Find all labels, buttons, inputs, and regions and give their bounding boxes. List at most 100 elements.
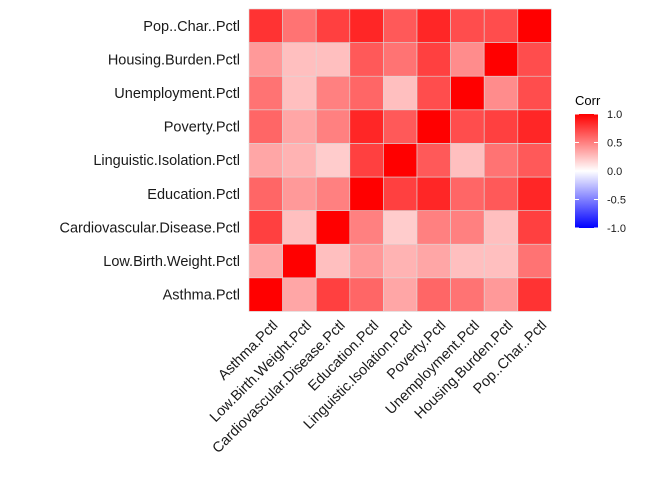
heatmap-cell-low-birth-weight-pctl-unemployment-pctl [282,75,317,111]
heatmap-cell-pop-char-pctl-education-pctl [517,176,552,211]
y-tick-label: Asthma.Pctl [163,288,240,304]
heatmap-cell-poverty-pctl-asthma-pctl [416,277,451,312]
heatmap-cell-poverty-pctl-low-birth-weight-pctl [416,243,451,279]
heatmap-cell-asthma-pctl-low-birth-weight-pctl [248,243,283,279]
heatmap-cell-asthma-pctl-education-pctl [248,176,283,211]
heatmap-cell-low-birth-weight-pctl-asthma-pctl [282,277,317,312]
y-axis-labels: Asthma.Pctl Low.Birth.Weight.Pctl Cardiova… [59,19,240,304]
heatmap-cell-cardiovascular-disease-pctl-asthma-pctl [315,277,351,312]
heatmap-cell-housing-burden-pctl-low-birth-weight-pctl [483,243,519,279]
heatmap-cell-asthma-pctl-linguistic-isolation-pctl [248,143,283,178]
heatmap-cell-low-birth-weight-pctl-education-pctl [282,176,317,211]
legend-tick-label: 0.0 [607,166,622,178]
heatmap-cell-asthma-pctl-pop-char-pctl [248,8,283,43]
heatmap-cell-housing-burden-pctl-poverty-pctl [483,109,519,144]
heatmap-cell-low-birth-weight-pctl-linguistic-isolation-pctl [282,143,317,178]
heatmap-cell-cardiovascular-disease-pctl-unemployment-pctl [315,75,351,111]
heatmap-cell-poverty-pctl-education-pctl [416,176,451,211]
heatmap-cell-unemployment-pctl-asthma-pctl [450,277,485,312]
heatmap-cell-pop-char-pctl-housing-burden-pctl [517,42,552,77]
heatmap-cell-linguistic-isolation-pctl-poverty-pctl [383,109,418,144]
heatmap-cell-education-pctl-pop-char-pctl [349,8,384,43]
heatmap-cell-education-pctl-cardiovascular-disease-pctl [349,210,384,245]
heatmap-cell-unemployment-pctl-housing-burden-pctl [450,42,485,77]
heatmap-cell-poverty-pctl-linguistic-isolation-pctl [416,143,451,178]
heatmap-cell-education-pctl-unemployment-pctl [349,75,384,111]
x-tick-label: Cardiovascular.Disease.Pctl [210,318,349,457]
heatmap-cell-asthma-pctl-asthma-pctl [248,277,283,312]
heatmap-cell-pop-char-pctl-pop-char-pctl [517,8,552,43]
heatmap-cell-unemployment-pctl-cardiovascular-disease-pctl [450,210,485,245]
heatmap-cell-housing-burden-pctl-asthma-pctl [483,277,519,312]
y-tick-label: Low.Birth.Weight.Pctl [103,254,240,270]
legend-tick-label: 1.0 [607,109,622,121]
heatmap-cells [248,8,552,312]
heatmap-cell-linguistic-isolation-pctl-cardiovascular-disease-pctl [383,210,418,245]
heatmap-cell-housing-burden-pctl-cardiovascular-disease-pctl [483,210,519,245]
heatmap-cell-unemployment-pctl-pop-char-pctl [450,8,485,43]
heatmap-cell-linguistic-isolation-pctl-linguistic-isolation-pctl [383,143,418,178]
y-tick-label: Cardiovascular.Disease.Pctl [59,220,240,236]
y-tick-label: Housing.Burden.Pctl [108,52,240,68]
heatmap-cell-low-birth-weight-pctl-low-birth-weight-pctl [282,243,317,279]
heatmap-cell-education-pctl-housing-burden-pctl [349,42,384,77]
heatmap-cell-poverty-pctl-housing-burden-pctl [416,42,451,77]
heatmap-cell-cardiovascular-disease-pctl-pop-char-pctl [315,8,351,43]
legend-ticks: 1.0 0.5 0.0 -0.5 -1.0 [575,109,626,235]
heatmap-cell-pop-char-pctl-asthma-pctl [517,277,552,312]
heatmap-cell-unemployment-pctl-linguistic-isolation-pctl [450,143,485,178]
heatmap-cell-linguistic-isolation-pctl-low-birth-weight-pctl [383,243,418,279]
heatmap-cell-poverty-pctl-unemployment-pctl [416,75,451,111]
y-tick-label: Poverty.Pctl [164,120,240,136]
heatmap-cell-cardiovascular-disease-pctl-poverty-pctl [315,109,351,144]
y-tick-label: Unemployment.Pctl [114,86,240,102]
legend-color-bar [575,114,598,228]
heatmap-cell-education-pctl-low-birth-weight-pctl [349,243,384,279]
heatmap-cell-poverty-pctl-pop-char-pctl [416,8,451,43]
heatmap-cell-low-birth-weight-pctl-poverty-pctl [282,109,317,144]
y-tick-label: Pop..Char..Pctl [143,19,240,35]
heatmap-cell-education-pctl-linguistic-isolation-pctl [349,143,384,178]
heatmap-cell-poverty-pctl-cardiovascular-disease-pctl [416,210,451,245]
heatmap-cell-housing-burden-pctl-pop-char-pctl [483,8,519,43]
heatmap-cell-asthma-pctl-poverty-pctl [248,109,283,144]
y-tick-label: Education.Pctl [147,187,240,203]
heatmap-cell-cardiovascular-disease-pctl-cardiovascular-disease-pctl [315,210,351,245]
heatmap-cell-poverty-pctl-poverty-pctl [416,109,451,144]
heatmap-cell-housing-burden-pctl-unemployment-pctl [483,75,519,111]
legend-tick-label: -1.0 [607,223,626,235]
heatmap-cell-linguistic-isolation-pctl-pop-char-pctl [383,8,418,43]
legend-tick-label: -0.5 [607,195,626,207]
heatmap-cell-low-birth-weight-pctl-housing-burden-pctl [282,42,317,77]
heatmap-cell-education-pctl-poverty-pctl [349,109,384,144]
heatmap-cell-cardiovascular-disease-pctl-education-pctl [315,176,351,211]
heatmap-cell-pop-char-pctl-low-birth-weight-pctl [517,243,552,279]
heatmap-cell-cardiovascular-disease-pctl-low-birth-weight-pctl [315,243,351,279]
heatmap-cell-linguistic-isolation-pctl-housing-burden-pctl [383,42,418,77]
heatmap-cell-asthma-pctl-unemployment-pctl [248,75,283,111]
heatmap-cell-asthma-pctl-housing-burden-pctl [248,42,283,77]
heatmap-cell-linguistic-isolation-pctl-asthma-pctl [383,277,418,312]
heatmap-cell-housing-burden-pctl-housing-burden-pctl [483,42,519,77]
heatmap-cell-pop-char-pctl-poverty-pctl [517,109,552,144]
heatmap-cell-education-pctl-asthma-pctl [349,277,384,312]
heatmap-cell-linguistic-isolation-pctl-unemployment-pctl [383,75,418,111]
heatmap-cell-linguistic-isolation-pctl-education-pctl [383,176,418,211]
heatmap-cell-pop-char-pctl-cardiovascular-disease-pctl [517,210,552,245]
heatmap-cell-education-pctl-education-pctl [349,176,384,211]
heatmap-cell-housing-burden-pctl-linguistic-isolation-pctl [483,143,519,178]
heatmap-cell-cardiovascular-disease-pctl-housing-burden-pctl [315,42,351,77]
heatmap-cell-pop-char-pctl-unemployment-pctl [517,75,552,111]
legend-tick-label: 0.5 [607,138,622,150]
y-tick-label: Linguistic.Isolation.Pctl [93,153,240,169]
heatmap-cell-low-birth-weight-pctl-cardiovascular-disease-pctl [282,210,317,245]
heatmap-cell-unemployment-pctl-unemployment-pctl [450,75,485,111]
heatmap-cell-unemployment-pctl-education-pctl [450,176,485,211]
heatmap-cell-housing-burden-pctl-education-pctl [483,176,519,211]
heatmap-cell-low-birth-weight-pctl-pop-char-pctl [282,8,317,43]
heatmap-cell-unemployment-pctl-low-birth-weight-pctl [450,243,485,279]
heatmap-cell-cardiovascular-disease-pctl-linguistic-isolation-pctl [315,143,351,178]
legend-title: Corr [575,93,601,108]
